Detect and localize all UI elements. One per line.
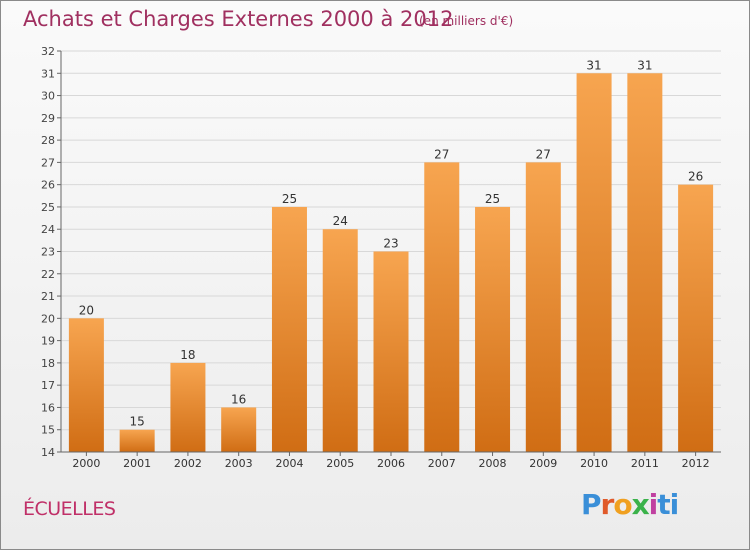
data-label-2000: 20 xyxy=(79,303,94,317)
bar-2012 xyxy=(678,184,714,452)
y-tick-label: 14 xyxy=(41,446,55,459)
chart-subtitle: (en milliers d'€) xyxy=(419,14,514,28)
x-tick-label: 2000 xyxy=(72,457,100,470)
data-label-2009: 27 xyxy=(536,147,551,161)
logo-letter: x xyxy=(631,488,650,521)
bar-2000 xyxy=(68,318,104,452)
data-label-2002: 18 xyxy=(180,348,195,362)
bar-2011 xyxy=(627,73,663,453)
data-label-2003: 16 xyxy=(231,392,246,406)
logo-letter: r xyxy=(600,488,615,521)
x-tick-label: 2011 xyxy=(631,457,659,470)
y-tick-label: 31 xyxy=(41,67,55,80)
logo-letter: P xyxy=(581,488,602,521)
y-tick-label: 17 xyxy=(41,379,55,392)
y-tick-label: 25 xyxy=(41,201,55,214)
y-tick-label: 28 xyxy=(41,134,55,147)
bar-2008 xyxy=(475,206,511,452)
x-tick-label: 2002 xyxy=(174,457,202,470)
bar-2001 xyxy=(119,429,155,452)
bar-2005 xyxy=(322,229,358,452)
x-tick-label: 2010 xyxy=(580,457,608,470)
y-tick-label: 22 xyxy=(41,268,55,281)
y-tick-label: 27 xyxy=(41,156,55,169)
data-label-2004: 25 xyxy=(282,192,297,206)
bar-2006 xyxy=(373,251,409,452)
x-tick-label: 2004 xyxy=(275,457,303,470)
x-tick-label: 2001 xyxy=(123,457,151,470)
x-tick-label: 2006 xyxy=(377,457,405,470)
bar-2010 xyxy=(576,73,612,453)
data-label-2011: 31 xyxy=(637,58,652,72)
logo-letter: t xyxy=(657,488,670,521)
bar-2009 xyxy=(525,162,561,452)
chart-title: Achats et Charges Externes 2000 à 2012 xyxy=(23,7,454,31)
y-tick-label: 32 xyxy=(41,45,55,58)
y-tick-label: 16 xyxy=(41,401,55,414)
x-tick-label: 2007 xyxy=(428,457,456,470)
y-tick-label: 20 xyxy=(41,312,55,325)
logo-letter: i xyxy=(648,488,659,521)
y-tick-label: 23 xyxy=(41,246,55,259)
logo-letter: i xyxy=(669,488,680,521)
logo-letter: o xyxy=(613,488,632,521)
data-label-2005: 24 xyxy=(333,214,348,228)
bar-2002 xyxy=(170,362,206,452)
data-label-2012: 26 xyxy=(688,170,703,184)
y-tick-label: 29 xyxy=(41,112,55,125)
data-label-2007: 27 xyxy=(434,147,449,161)
data-label-2006: 23 xyxy=(383,237,398,251)
data-label-2001: 15 xyxy=(130,415,145,429)
x-tick-label: 2009 xyxy=(529,457,557,470)
data-label-2008: 25 xyxy=(485,192,500,206)
x-tick-label: 2008 xyxy=(479,457,507,470)
bar-2007 xyxy=(424,162,460,452)
place-name: ÉCUELLES xyxy=(23,498,116,520)
bars: 20 15 18 16 25 24 23 27 25 27 31 31 26 xyxy=(68,58,714,453)
y-tick-label: 19 xyxy=(41,335,55,348)
x-axis: 2000 2001 2002 2003 2004 2005 2006 2007 2008 2009… xyxy=(61,451,721,470)
proxiti-logo[interactable]: Proxiti xyxy=(581,488,680,521)
x-tick-label: 2005 xyxy=(326,457,354,470)
x-tick-label: 2012 xyxy=(682,457,710,470)
y-tick-label: 15 xyxy=(41,424,55,437)
bar-2004 xyxy=(271,206,307,452)
bar-2003 xyxy=(221,407,257,452)
y-tick-label: 30 xyxy=(41,90,55,103)
y-axis: 14 15 16 17 18 19 20 21 22 23 24 25 26 27 28 29 30 31 32 xyxy=(41,45,62,459)
y-tick-label: 21 xyxy=(41,290,55,303)
x-tick-label: 2003 xyxy=(225,457,253,470)
data-label-2010: 31 xyxy=(586,58,601,72)
y-tick-label: 18 xyxy=(41,357,55,370)
y-tick-label: 24 xyxy=(41,223,55,236)
y-tick-label: 26 xyxy=(41,179,55,192)
